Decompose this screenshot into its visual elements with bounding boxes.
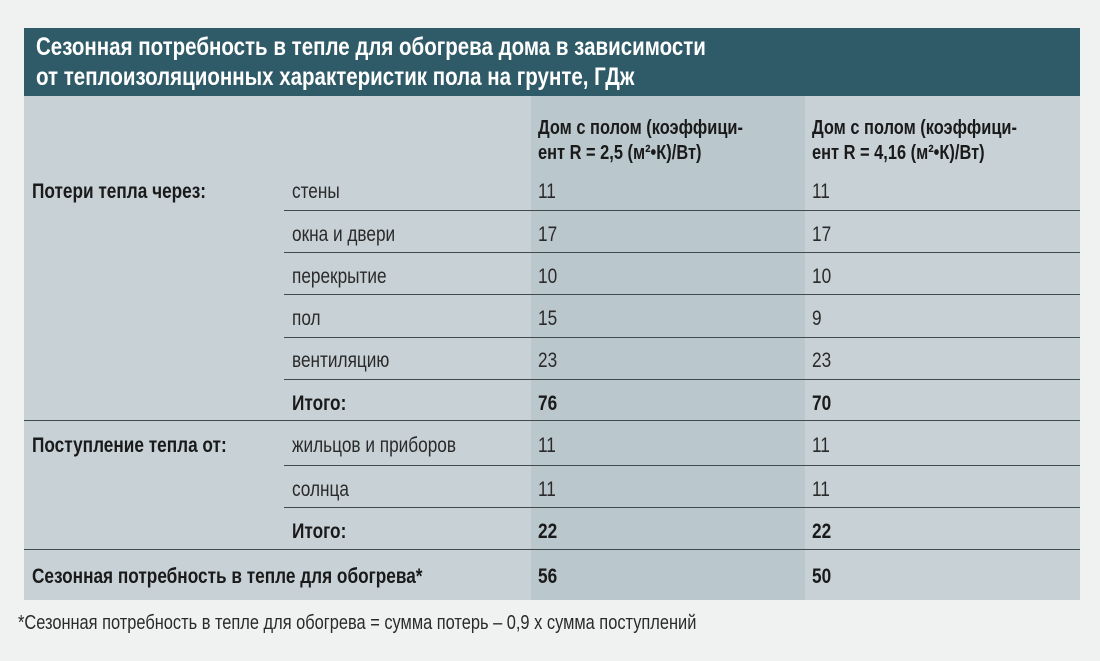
section-label-losses: Потери тепла через: <box>32 180 207 203</box>
row-label: перекрытие <box>292 265 387 288</box>
row-label-total: Итого: <box>292 520 347 543</box>
table-title-line2: от теплоизоляционных характеристик пола … <box>36 63 635 91</box>
table-title-bar: Сезонная потребность в тепле для обогрев… <box>24 28 1080 96</box>
cell-col1: 11 <box>538 180 556 203</box>
section-divider <box>24 549 1080 550</box>
row-divider <box>284 379 1080 380</box>
cell-col2: 17 <box>812 223 832 246</box>
row-label: вентиляцию <box>292 349 390 372</box>
row-label: жильцов и приборов <box>292 434 457 457</box>
column2-header-line2: ент R = 4,16 (м²•К)/Вт) <box>812 142 985 164</box>
row-label: стены <box>292 180 340 203</box>
column2-header-line1: Дом с полом (коэффици- <box>812 117 1017 139</box>
row-label: пол <box>292 307 321 330</box>
row-label-total: Итого: <box>292 392 347 415</box>
row-divider <box>284 337 1080 338</box>
row-label: солнца <box>292 478 350 501</box>
cell-col1: 17 <box>538 223 558 246</box>
row-label: окна и двери <box>292 223 396 246</box>
section-label-seasonal: Сезонная потребность в тепле для обогрев… <box>32 565 423 588</box>
cell-col1: 23 <box>538 349 558 372</box>
cell-col2: 10 <box>812 265 832 288</box>
cell-col1: 11 <box>538 478 556 501</box>
footnote: *Сезонная потребность в тепле для обогре… <box>18 612 697 634</box>
cell-col2: 23 <box>812 349 832 372</box>
row-divider <box>284 252 1080 253</box>
cell-col2: 11 <box>812 478 830 501</box>
row-divider <box>284 465 1080 466</box>
cell-col1-seasonal: 56 <box>538 565 558 588</box>
cell-col1: 15 <box>538 307 558 330</box>
cell-col2: 9 <box>812 307 822 330</box>
table-title-line1: Сезонная потребность в тепле для обогрев… <box>36 33 706 61</box>
cell-col1-total: 22 <box>538 520 558 543</box>
cell-col1: 10 <box>538 265 558 288</box>
row-divider <box>284 294 1080 295</box>
column1-header-line1: Дом с полом (коэффици- <box>538 117 743 139</box>
cell-col1-total: 76 <box>538 392 558 415</box>
cell-col1: 11 <box>538 434 556 457</box>
cell-col2: 11 <box>812 434 830 457</box>
cell-col2-seasonal: 50 <box>812 565 832 588</box>
column1-header-line2: ент R = 2,5 (м²•К)/Вт) <box>538 142 702 164</box>
section-label-gains: Поступление тепла от: <box>32 434 227 457</box>
heat-demand-table: Сезонная потребность в тепле для обогрев… <box>24 28 1080 600</box>
cell-col2: 11 <box>812 180 830 203</box>
row-divider <box>284 210 1080 211</box>
row-divider <box>284 507 1080 508</box>
cell-col2-total: 22 <box>812 520 832 543</box>
section-divider <box>24 420 1080 421</box>
column1-background <box>531 96 805 600</box>
cell-col2-total: 70 <box>812 392 832 415</box>
